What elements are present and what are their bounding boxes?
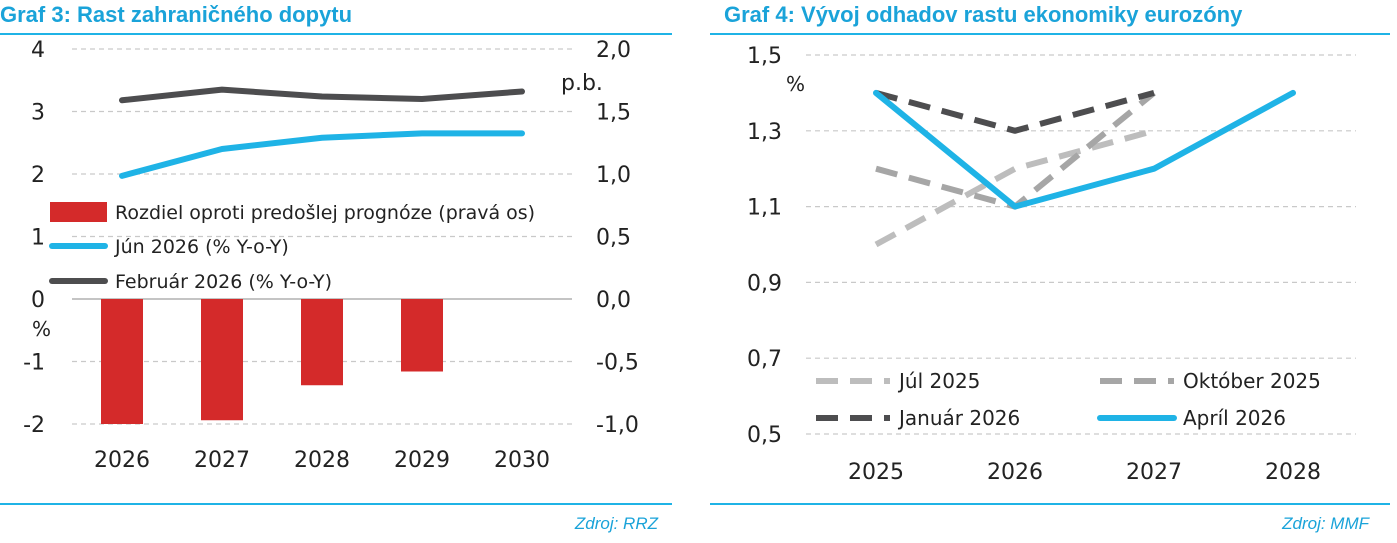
legend-label: Jún 2026 (% Y-o-Y) xyxy=(114,236,289,258)
y-axis-tick-label: 1,1 xyxy=(747,196,782,221)
left-axis-tick-label: -2 xyxy=(23,413,45,438)
right-axis-tick-label: -1,0 xyxy=(596,413,639,438)
series-line-jul-2025 xyxy=(874,127,1155,248)
bar-2029 xyxy=(401,299,443,372)
left-axis-tick-label: 3 xyxy=(31,101,45,126)
chart-panel-left: Graf 3: Rast zahraničného dopytu 4 3 2 1 0 -1… xyxy=(0,0,680,543)
x-axis-tick-label: 2027 xyxy=(194,448,250,473)
title-rule xyxy=(0,33,672,35)
chart-title: Graf 3: Rast zahraničného dopytu xyxy=(0,2,353,27)
legend-label: Október 2025 xyxy=(1183,369,1321,393)
x-axis-tick-label: 2030 xyxy=(494,448,550,473)
left-axis-tick-label: 1 xyxy=(31,226,45,251)
y-axis-tick-label: 1,5 xyxy=(747,44,782,69)
footer-rule xyxy=(0,503,672,505)
chart-panel-right: Graf 4: Vývoj odhadov rastu ekonomiky eu… xyxy=(710,0,1397,543)
series-line-jun-2026-y-o-y xyxy=(119,130,525,179)
y-axis-tick-label: 0,9 xyxy=(747,271,782,296)
x-axis-tick-label: 2029 xyxy=(394,448,450,473)
bar-2027 xyxy=(201,299,243,421)
source-note: Zdroj: RRZ xyxy=(574,514,658,533)
left-axis-tick-label: 2 xyxy=(31,163,45,188)
x-axis-tick-label: 2028 xyxy=(1265,460,1321,485)
footer-rule xyxy=(710,503,1390,505)
x-axis-tick-label: 2025 xyxy=(848,460,904,485)
x-axis-tick-label: 2027 xyxy=(1126,460,1182,485)
chart-left-svg: 4 3 2 1 0 -1 -2 2,0 1,5 1,0 0,5 0,0 -0,5 -1,0% p.b. 202… xyxy=(23,38,639,473)
series-line-januar-2026 xyxy=(875,90,1155,134)
series-line-februar-2026-y-o-y xyxy=(119,86,525,104)
legend-label: Rozdiel oproti predošlej prognóze (pravá… xyxy=(115,202,535,224)
bar-2028 xyxy=(301,299,343,386)
left-axis-unit: % xyxy=(32,317,51,341)
right-axis-tick-label: 0,5 xyxy=(596,226,631,251)
legend-label: Júl 2025 xyxy=(897,369,980,393)
chart-right-svg: 1,5 1,3 1,1 0,9 0,7 0,5% 2025 2026 2027 2028 Júl 2… xyxy=(747,44,1356,485)
right-axis-tick-label: 0,0 xyxy=(596,288,631,313)
bar-2026 xyxy=(101,299,143,424)
legend-label: Február 2026 (% Y-o-Y) xyxy=(115,271,332,293)
title-rule xyxy=(710,33,1390,35)
x-axis-tick-label: 2028 xyxy=(294,448,350,473)
legend-label: Január 2026 xyxy=(897,406,1020,430)
left-axis-tick-label: -1 xyxy=(23,351,45,376)
right-axis-tick-label: 1,5 xyxy=(596,101,631,126)
chart-title: Graf 4: Vývoj odhadov rastu ekonomiky eu… xyxy=(724,2,1243,27)
right-axis-tick-label: -0,5 xyxy=(596,351,639,376)
left-axis-tick-label: 0 xyxy=(31,288,45,313)
y-axis-tick-label: 1,3 xyxy=(747,120,782,145)
legend-swatch-bars xyxy=(50,202,107,222)
series-line-oktober-2025 xyxy=(875,90,1156,210)
y-axis-tick-label: 0,7 xyxy=(747,347,782,372)
x-axis-tick-label: 2026 xyxy=(987,460,1043,485)
right-axis-tick-label: 1,0 xyxy=(596,163,631,188)
right-axis-unit: p.b. xyxy=(561,71,603,96)
right-axis-tick-label: 2,0 xyxy=(596,38,631,63)
y-axis-unit: % xyxy=(786,72,805,96)
x-axis-tick-label: 2026 xyxy=(94,448,150,473)
y-axis-tick-label: 0,5 xyxy=(747,423,782,448)
legend-label: Apríl 2026 xyxy=(1183,406,1286,430)
left-axis-tick-label: 4 xyxy=(31,38,45,63)
source-note: Zdroj: MMF xyxy=(1282,514,1369,533)
series-line-april-2026 xyxy=(873,89,1296,210)
